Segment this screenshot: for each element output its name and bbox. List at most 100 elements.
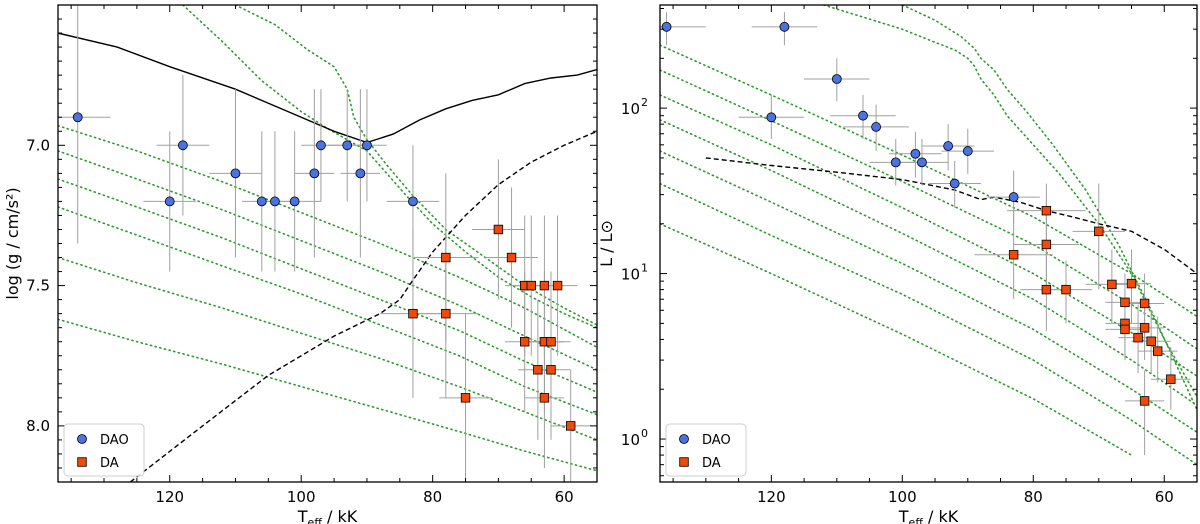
- da-point-17: [566, 421, 576, 431]
- evolution-track-8: [58, 318, 597, 472]
- legend-dao-marker: [679, 434, 689, 444]
- evolution-track-1: [182, 5, 597, 329]
- y-tick-exponent: 2: [641, 96, 648, 109]
- da-point-10: [533, 365, 543, 375]
- dao-point-4: [230, 168, 241, 179]
- dao-point-1: [661, 21, 672, 32]
- legend-dao-label: DAO: [702, 433, 731, 448]
- da-point-18: [1139, 396, 1150, 406]
- solid-boundary-curve: [58, 32, 597, 144]
- legend-da-marker: [77, 457, 87, 467]
- da-point-15: [1146, 336, 1156, 346]
- da-point-16: [1153, 346, 1163, 356]
- da-point-13: [539, 393, 550, 403]
- x-axis-label: Teff / kK: [297, 507, 358, 524]
- x-axis-label-unit: / kK: [923, 507, 959, 524]
- legend-da-label: DA: [100, 456, 119, 471]
- dao-point-5: [256, 196, 267, 207]
- y-tick-label: 10: [621, 100, 640, 118]
- x-tick-label: 120: [155, 488, 184, 506]
- dashed-boundary-curve: [129, 130, 597, 482]
- y-axis-label: log (g / cm/s²): [3, 187, 22, 299]
- da-point-8: [519, 337, 530, 347]
- da-point-15: [546, 365, 556, 375]
- da-point-8: [1126, 278, 1137, 289]
- dao-point-13: [408, 196, 418, 207]
- dao-point-12: [949, 178, 960, 189]
- x-tick-label: 100: [287, 488, 316, 506]
- dao-point-8: [309, 168, 320, 179]
- da-point-9: [526, 280, 536, 291]
- da-point-6: [506, 252, 517, 263]
- evolution-track-1: [822, 5, 1197, 398]
- da-point-3: [441, 308, 451, 319]
- x-axis-label-main: T: [297, 507, 308, 524]
- da-point-1: [408, 308, 418, 319]
- x-axis-label-sub: eff: [909, 516, 924, 524]
- x-tick-label: 120: [757, 488, 786, 506]
- dao-point-2: [779, 21, 790, 32]
- x-axis-label-sub: eff: [308, 516, 323, 524]
- y-axis-label: L / L⊙: [597, 220, 616, 267]
- da-point-7: [1107, 279, 1117, 290]
- dao-point-2: [164, 196, 175, 207]
- evolution-track-3: [58, 124, 597, 349]
- left-panel-logg: 120 100 80 60 7.0 7.5 8.0 Teff / kK log (g / cm/…: [3, 4, 598, 524]
- dao-point-10: [943, 141, 954, 151]
- dao-point-3: [831, 74, 842, 84]
- da-point-2: [441, 252, 451, 263]
- x-tick-label: 80: [1024, 488, 1043, 506]
- y-tick-label: 8.0: [26, 417, 50, 435]
- dao-point-6: [270, 196, 280, 207]
- legend-da-label: DA: [702, 456, 721, 471]
- da-point-2: [1094, 226, 1104, 237]
- evolution-track-8: [660, 182, 1197, 466]
- y-tick-exponent: 0: [641, 427, 648, 440]
- da-point-3: [1041, 239, 1052, 250]
- legend-da-marker: [679, 457, 689, 467]
- dashed-boundary-curve: [705, 157, 1197, 275]
- da-point-9: [1120, 297, 1130, 308]
- y-tick-label: 10: [621, 266, 640, 284]
- evolution-track-4: [660, 69, 1197, 350]
- axes-frame: [57, 4, 598, 483]
- y-tick-label: 7.0: [26, 136, 50, 154]
- dao-point-11: [962, 146, 973, 156]
- plot-area: [58, 5, 597, 482]
- da-point-5: [1041, 284, 1052, 295]
- da-point-13: [1139, 323, 1150, 333]
- da-point-5: [493, 224, 504, 235]
- da-point-11: [539, 280, 550, 291]
- da-point-10: [1139, 298, 1150, 309]
- dao-point-1: [72, 112, 83, 123]
- da-point-1: [1041, 205, 1052, 216]
- dao-point-10: [342, 140, 353, 151]
- x-tick-label: 60: [1155, 488, 1174, 506]
- da-point-4: [460, 393, 471, 403]
- y-tick-label: 7.5: [26, 277, 50, 295]
- da-point-12: [1120, 324, 1130, 335]
- dao-point-12: [362, 140, 372, 151]
- legend-dao-label: DAO: [100, 433, 129, 448]
- y-tick-label: 10: [621, 431, 640, 449]
- evolution-track-7: [660, 150, 1197, 434]
- x-tick-label: 100: [888, 488, 917, 506]
- evolution-track-2: [901, 5, 1197, 411]
- evolution-track-7: [58, 256, 597, 441]
- plot-area: [660, 5, 1197, 466]
- dao-point-5: [858, 110, 868, 121]
- evolution-track-5: [660, 94, 1197, 377]
- evolution-track-4: [58, 150, 597, 371]
- dao-point-7: [289, 196, 300, 207]
- dao-point-9: [316, 140, 326, 151]
- da-point-14: [1133, 332, 1143, 343]
- x-tick-label: 60: [555, 488, 574, 506]
- dao-point-13: [1008, 192, 1019, 202]
- da-point-17: [1166, 374, 1176, 384]
- dao-point-7: [890, 157, 901, 168]
- x-axis-label-unit: / kK: [322, 507, 358, 524]
- y-tick-exponent: 1: [641, 262, 648, 275]
- evolution-track-6: [58, 206, 597, 416]
